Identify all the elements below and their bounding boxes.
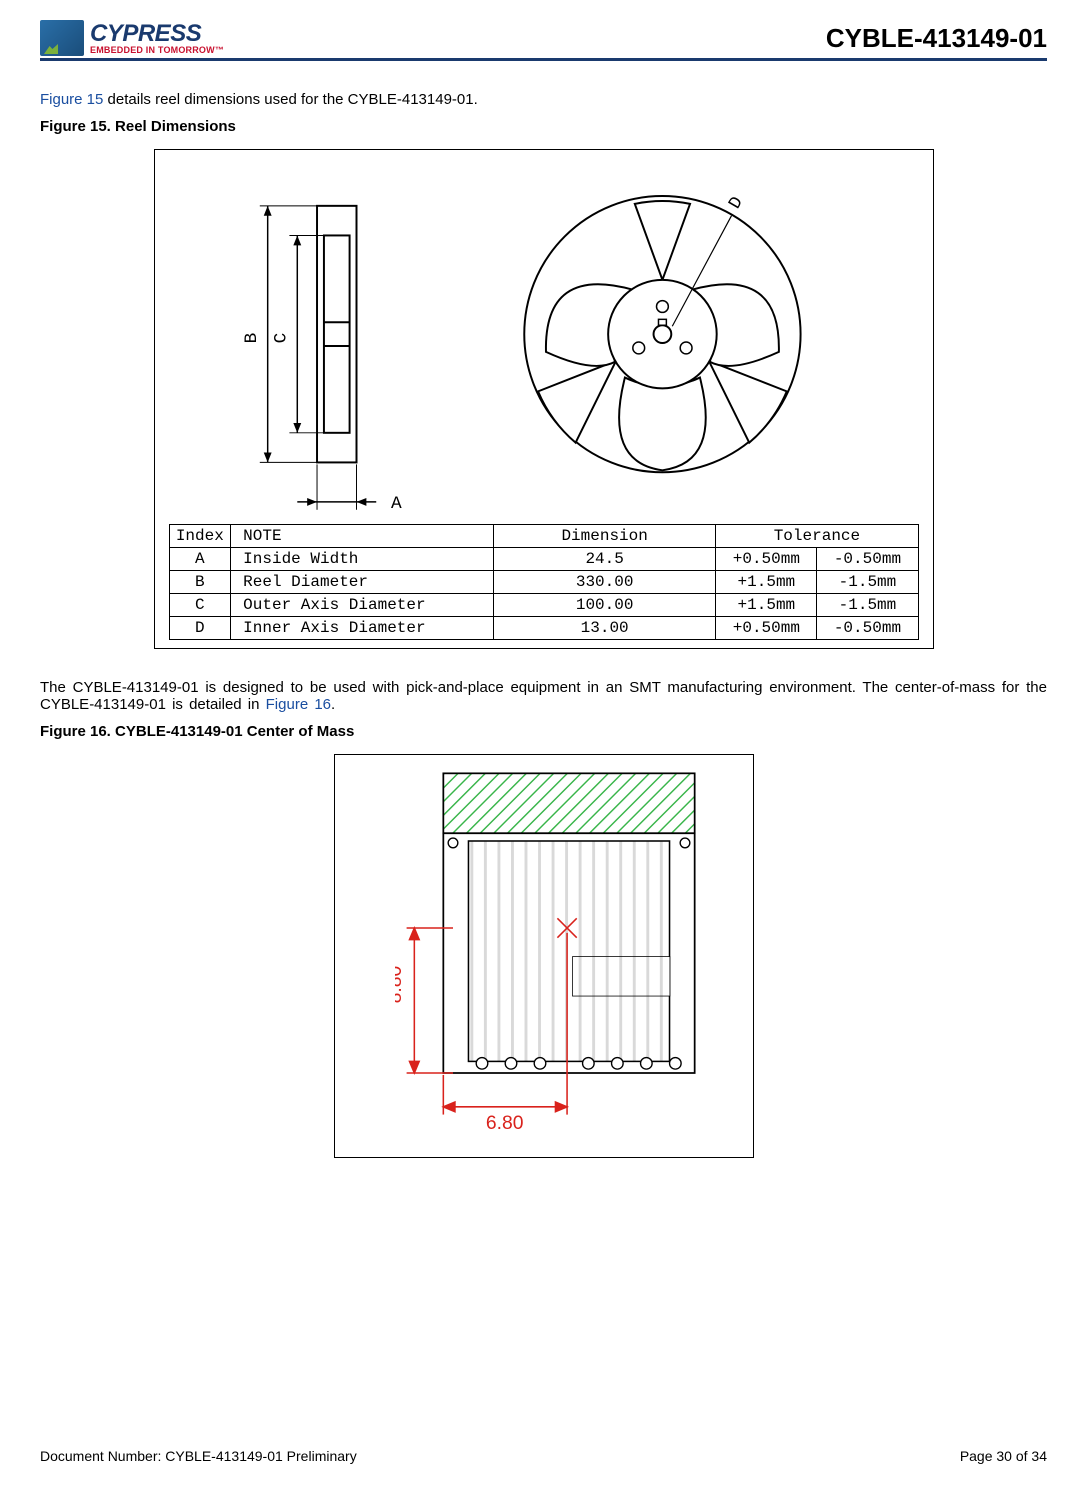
col-header-note: NOTE — [231, 525, 494, 548]
col-header-index: Index — [169, 525, 231, 548]
document-number: Document Number: CYBLE-413149-01 Prelimi… — [40, 1448, 357, 1464]
cell-tol-plus: +0.50mm — [716, 548, 817, 571]
dim-label-b: B — [241, 333, 261, 344]
table-row: AInside Width24.5+0.50mm-0.50mm — [169, 548, 918, 571]
cell-tol-minus: -1.5mm — [817, 571, 918, 594]
dim-label-d: D — [725, 194, 748, 213]
brand-logo: CYPRESS EMBEDDED IN TOMORROW™ — [40, 20, 224, 56]
figure-ref-16: Figure 16 — [266, 696, 331, 713]
cell-note: Outer Axis Diameter — [231, 594, 494, 617]
figure-ref-15: Figure 15 — [40, 91, 103, 108]
table-row: COuter Axis Diameter100.00+1.5mm-1.5mm — [169, 594, 918, 617]
cell-tol-minus: -0.50mm — [817, 548, 918, 571]
cell-tol-minus: -1.5mm — [817, 594, 918, 617]
cell-note: Reel Diameter — [231, 571, 494, 594]
cell-index: C — [169, 594, 231, 617]
cell-index: A — [169, 548, 231, 571]
para2-pre: The CYBLE-413149-01 is designed to be us… — [40, 679, 1047, 713]
center-of-mass-diagram: 8.80 6.80 — [395, 767, 743, 1147]
reel-dimensions-table: Index NOTE Dimension Tolerance AInside W… — [169, 524, 919, 640]
cell-note: Inner Axis Diameter — [231, 617, 494, 640]
table-row: DInner Axis Diameter13.00+0.50mm-0.50mm — [169, 617, 918, 640]
cell-note: Inside Width — [231, 548, 494, 571]
cell-tol-plus: +1.5mm — [716, 594, 817, 617]
dim-x-label: 6.80 — [485, 1113, 523, 1134]
center-of-mass-paragraph: The CYBLE-413149-01 is designed to be us… — [40, 679, 1047, 713]
page-footer: Document Number: CYBLE-413149-01 Prelimi… — [40, 1448, 1047, 1464]
cell-dimension: 13.00 — [493, 617, 715, 640]
table-row: BReel Diameter330.00+1.5mm-1.5mm — [169, 571, 918, 594]
cell-index: D — [169, 617, 231, 640]
page-number: Page 30 of 34 — [960, 1448, 1047, 1464]
para2-post: . — [331, 696, 335, 713]
figure-16: 8.80 6.80 — [334, 754, 754, 1158]
dim-y-label: 8.80 — [395, 966, 406, 1004]
cell-tol-plus: +0.50mm — [716, 617, 817, 640]
intro-sentence: Figure 15 details reel dimensions used f… — [40, 91, 1047, 108]
cell-tol-minus: -0.50mm — [817, 617, 918, 640]
logo-text: CYPRESS EMBEDDED IN TOMORROW™ — [90, 22, 224, 55]
cypress-tree-icon — [40, 20, 84, 56]
figure-15: B C A — [154, 149, 934, 649]
logo-name: CYPRESS — [90, 22, 224, 46]
table-header-row: Index NOTE Dimension Tolerance — [169, 525, 918, 548]
reel-diagram: B C A — [169, 164, 919, 524]
cell-dimension: 330.00 — [493, 571, 715, 594]
dim-label-c: C — [271, 333, 291, 344]
col-header-dimension: Dimension — [493, 525, 715, 548]
cell-index: B — [169, 571, 231, 594]
figure-16-title: Figure 16. CYBLE-413149-01 Center of Mas… — [40, 723, 1047, 740]
col-header-tolerance: Tolerance — [716, 525, 918, 548]
figure-15-title: Figure 15. Reel Dimensions — [40, 118, 1047, 135]
cell-dimension: 24.5 — [493, 548, 715, 571]
logo-tagline: EMBEDDED IN TOMORROW™ — [90, 46, 224, 55]
cell-dimension: 100.00 — [493, 594, 715, 617]
dim-label-a: A — [391, 494, 402, 514]
cell-tol-plus: +1.5mm — [716, 571, 817, 594]
intro-rest: details reel dimensions used for the CYB… — [103, 91, 477, 108]
part-number: CYBLE-413149-01 — [826, 23, 1047, 54]
page-header: CYPRESS EMBEDDED IN TOMORROW™ CYBLE-4131… — [40, 20, 1047, 61]
